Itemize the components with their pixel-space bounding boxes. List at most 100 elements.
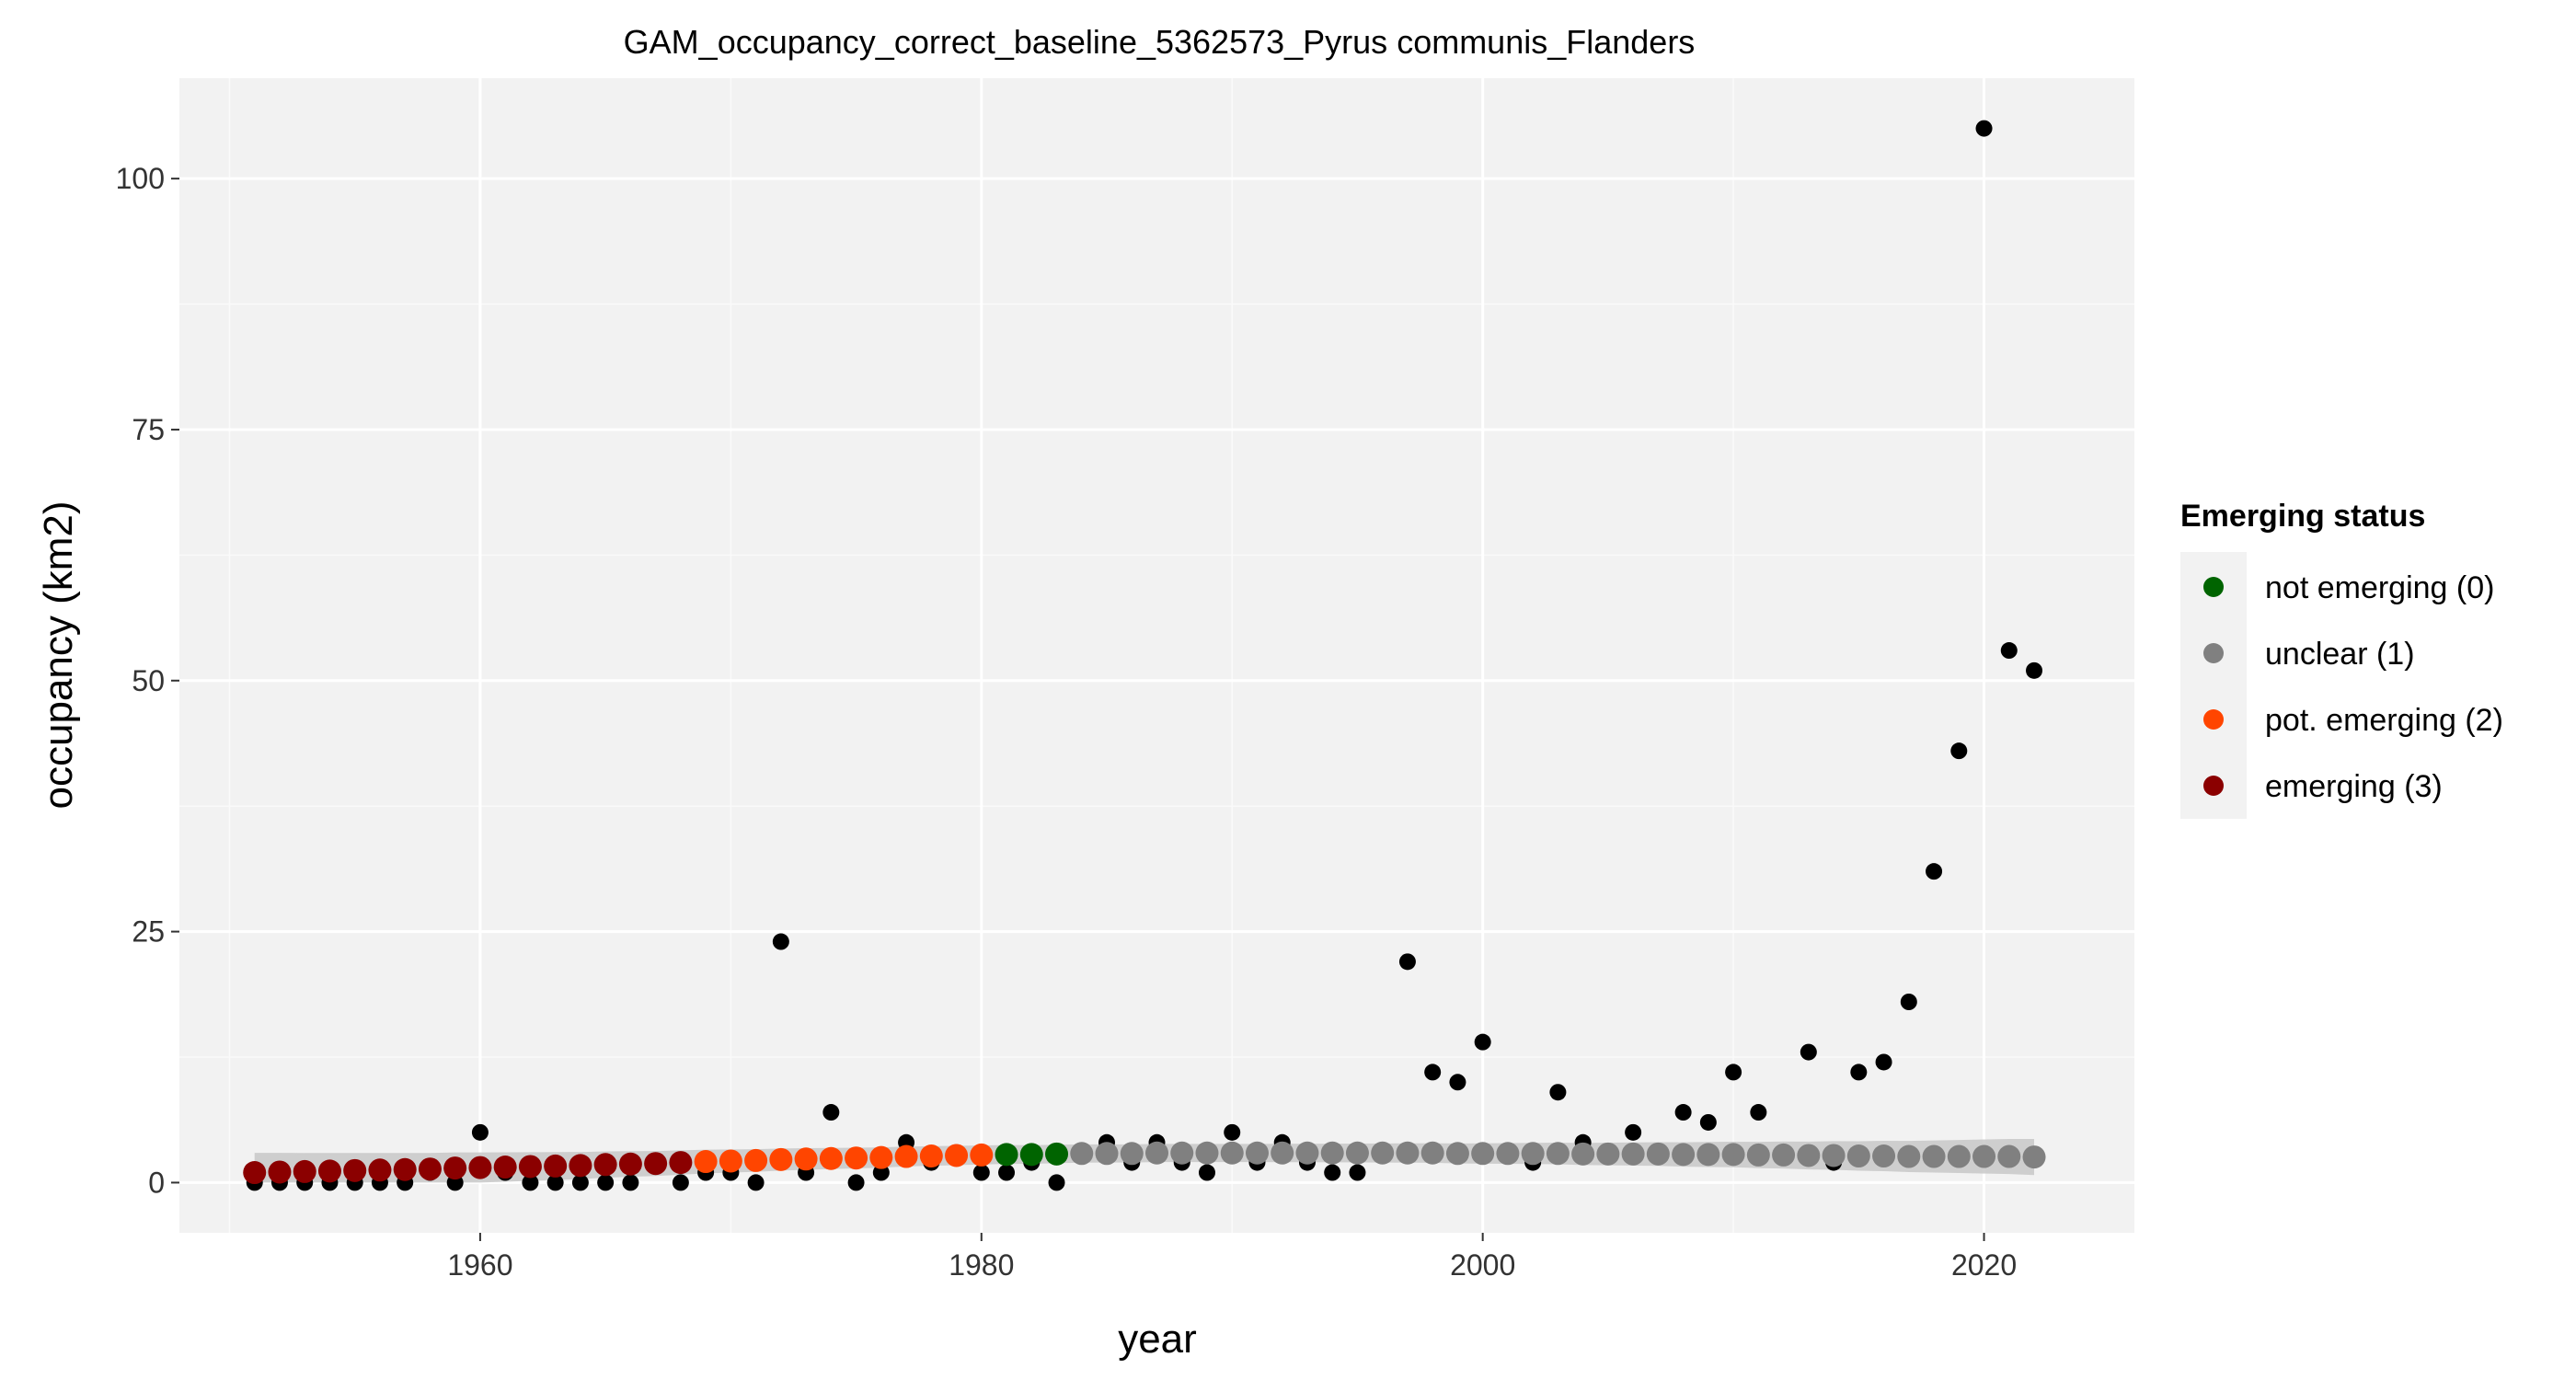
fitted-point <box>894 1144 918 1168</box>
observed-point <box>1449 1074 1466 1091</box>
observed-point <box>1474 1033 1491 1051</box>
observed-point <box>1398 953 1416 971</box>
observed-point <box>1900 994 1917 1010</box>
x-tick-label: 2020 <box>1951 1248 2017 1282</box>
observed-point <box>1699 1113 1717 1131</box>
observed-point <box>847 1174 865 1191</box>
fitted-point <box>1271 1141 1294 1165</box>
observed-point <box>571 1174 589 1191</box>
legend-item-label: pot. emerging (2) <box>2265 703 2503 738</box>
fitted-point <box>1972 1144 1996 1168</box>
fitted-point <box>1045 1142 1069 1166</box>
observed-point <box>471 1123 489 1141</box>
fitted-point <box>293 1159 316 1183</box>
fitted-point <box>1345 1141 1369 1165</box>
fitted-point <box>1320 1141 1344 1165</box>
legend-title: Emerging status <box>2180 499 2425 534</box>
observed-point <box>1800 1043 1817 1061</box>
fitted-point <box>493 1156 517 1179</box>
fitted-point <box>669 1151 693 1175</box>
legend-items: not emerging (0) unclear (1) pot. emerging… <box>2203 570 2503 804</box>
fitted-point <box>443 1156 467 1180</box>
observed-point <box>2000 642 2018 660</box>
fitted-point <box>1696 1143 1720 1167</box>
fitted-point <box>243 1161 267 1185</box>
observed-point <box>672 1174 689 1191</box>
observed-point <box>1750 1104 1767 1121</box>
observed-point <box>1048 1174 1065 1191</box>
fitted-point <box>1621 1142 1645 1166</box>
fitted-point <box>1019 1143 1043 1167</box>
fitted-point <box>1922 1144 1946 1168</box>
fitted-point <box>919 1144 943 1168</box>
observed-point <box>1198 1164 1215 1181</box>
legend-key-icon <box>2203 709 2224 730</box>
fitted-point <box>544 1154 568 1178</box>
y-tick-label: 50 <box>132 664 165 697</box>
fitted-point <box>644 1152 668 1176</box>
fitted-point <box>1846 1144 1870 1168</box>
fitted-point <box>343 1158 367 1182</box>
fitted-point <box>1997 1144 2021 1168</box>
observed-point <box>1549 1084 1567 1101</box>
observed-point <box>822 1104 840 1121</box>
fitted-point <box>1120 1142 1144 1166</box>
observed-point <box>1875 1053 1892 1071</box>
observed-point <box>1674 1104 1692 1121</box>
fitted-point <box>1371 1141 1395 1165</box>
y-axis-title: occupancy (km2) <box>36 500 81 809</box>
x-axis-title: year <box>1118 1317 1197 1362</box>
minor-gridlines <box>179 78 2134 1233</box>
y-tick-label: 25 <box>132 915 165 949</box>
fitted-point <box>1220 1141 1244 1165</box>
observed-point <box>1950 742 1968 760</box>
observed-point <box>1850 1064 1868 1081</box>
legend-item-label: unclear (1) <box>2265 637 2415 672</box>
y-tick-label: 75 <box>132 413 165 446</box>
fitted-point <box>1445 1142 1469 1166</box>
fitted-point <box>819 1146 843 1170</box>
fitted-point <box>1420 1141 1444 1165</box>
fitted-point <box>368 1158 392 1182</box>
observed-point <box>1349 1164 1366 1181</box>
fitted-point <box>468 1156 492 1179</box>
x-tick-label: 2000 <box>1450 1248 1515 1282</box>
observed-point <box>597 1174 615 1191</box>
observed-point <box>1625 1123 1642 1141</box>
x-tick-label: 1980 <box>949 1248 1014 1282</box>
fitted-point <box>593 1153 617 1177</box>
fitted-point <box>569 1154 592 1178</box>
fitted-point <box>1897 1144 1921 1168</box>
observed-point <box>2026 661 2043 679</box>
fitted-point <box>1646 1142 1670 1166</box>
legend-item-label: not emerging (0) <box>2265 570 2494 605</box>
observed-point <box>998 1164 1016 1181</box>
fitted-point <box>845 1146 868 1170</box>
fitted-point <box>1070 1142 1094 1166</box>
fitted-point <box>1571 1142 1595 1166</box>
y-tick-label: 100 <box>116 162 165 195</box>
fitted-point <box>1170 1141 1194 1165</box>
fitted-point <box>1596 1142 1620 1166</box>
fitted-point <box>1195 1141 1219 1165</box>
fitted-point <box>1295 1141 1319 1165</box>
fitted-point <box>1095 1142 1119 1166</box>
fitted-point <box>744 1148 768 1172</box>
fitted-point <box>945 1144 969 1167</box>
fitted-point <box>268 1160 292 1184</box>
fitted-point <box>995 1143 1018 1167</box>
observed-point <box>622 1174 639 1191</box>
fitted-point <box>769 1147 793 1171</box>
fitted-point <box>1947 1144 1971 1168</box>
fitted-point <box>2022 1145 2046 1169</box>
observed-point <box>972 1164 990 1181</box>
x-tick-label: 1960 <box>447 1248 512 1282</box>
legend-key-icon <box>2203 577 2224 597</box>
observed-point <box>1224 1123 1241 1141</box>
fitted-point <box>1872 1144 1896 1168</box>
fitted-points <box>243 1141 2046 1185</box>
fitted-point <box>1396 1141 1420 1165</box>
fitted-point <box>794 1147 818 1171</box>
fitted-point <box>1245 1141 1269 1165</box>
